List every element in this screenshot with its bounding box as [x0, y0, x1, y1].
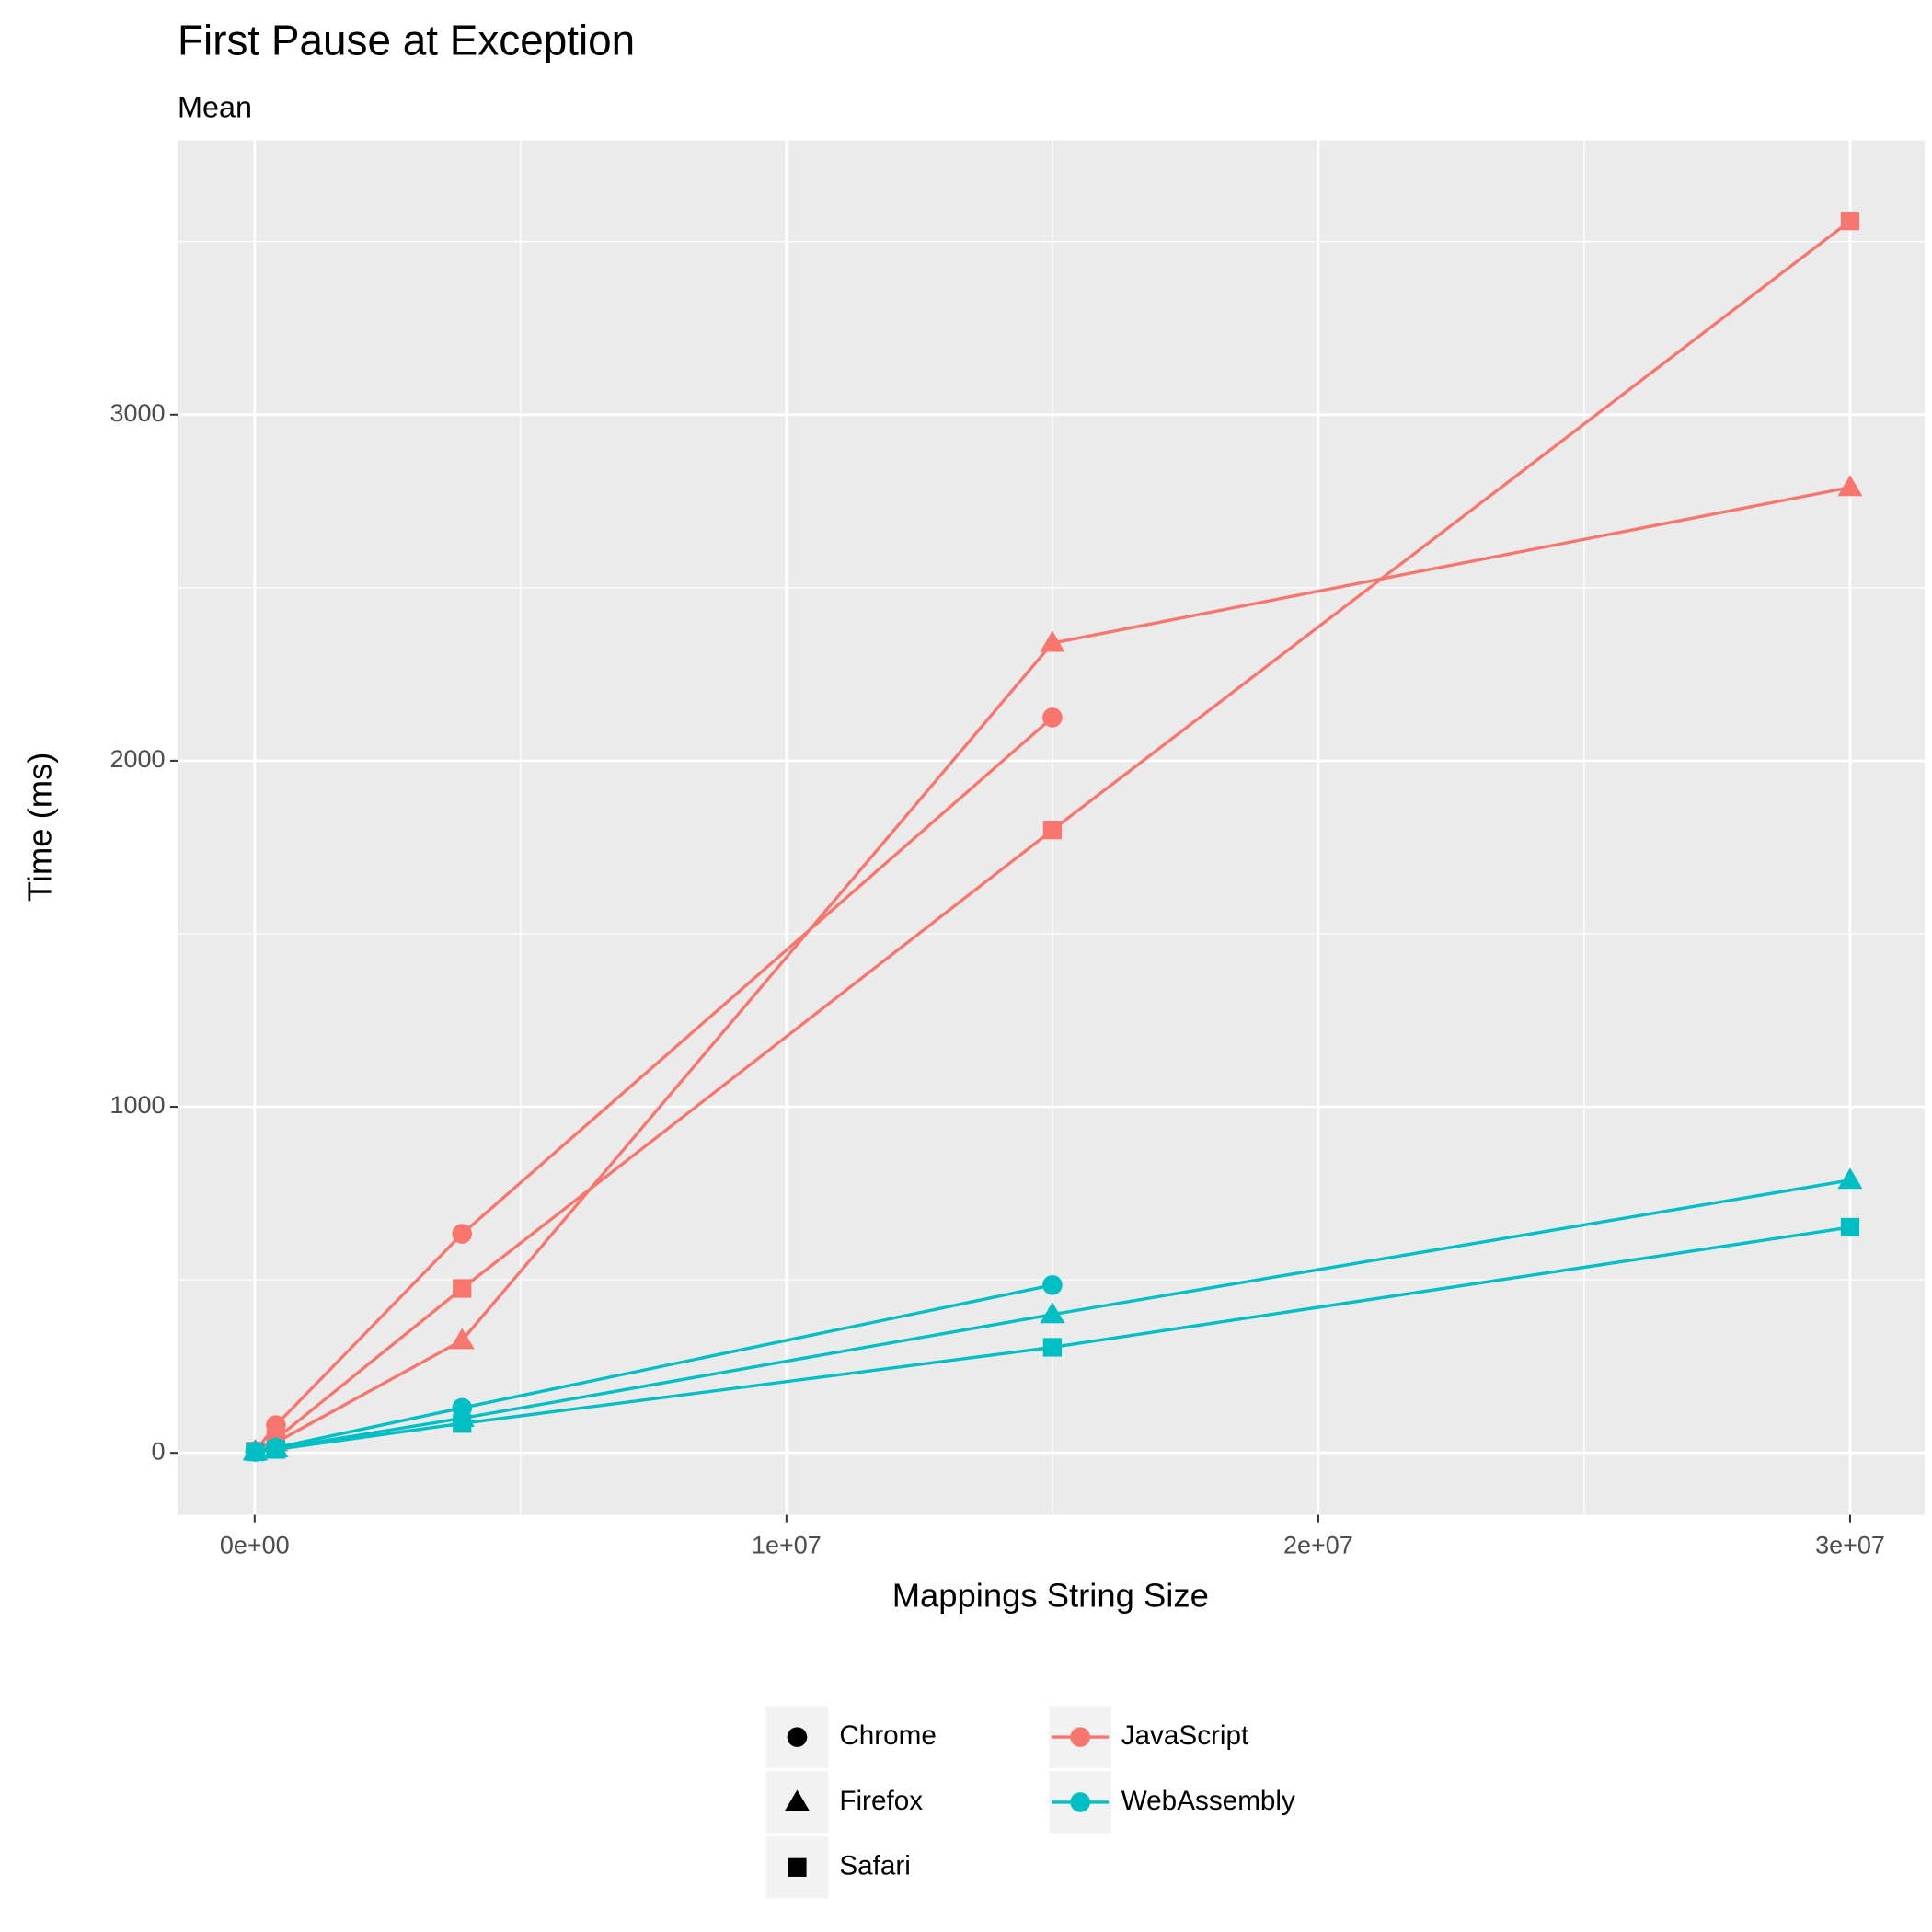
y-tick-label: 0 [151, 1437, 165, 1465]
legend-label: Chrome [839, 1720, 937, 1751]
legend-symbol [1070, 1792, 1090, 1812]
legend-label: Firefox [839, 1786, 923, 1816]
point [452, 1224, 473, 1244]
point [1042, 1338, 1063, 1357]
point [1042, 1274, 1063, 1295]
legend-symbol [788, 1857, 807, 1877]
legend-label: JavaScript [1121, 1720, 1249, 1751]
x-axis-title: Mappings String Size [892, 1577, 1209, 1615]
series-line [254, 716, 1054, 1453]
x-tick-label: 0e+00 [220, 1532, 290, 1559]
legend-label: Safari [839, 1851, 911, 1881]
chart-title: First Pause at Exception [178, 16, 635, 63]
y-axis-title: Time (ms) [21, 753, 59, 903]
point [1040, 630, 1065, 652]
legend-label: WebAssembly [1121, 1786, 1295, 1816]
point [1837, 475, 1863, 497]
y-tick-label: 3000 [109, 399, 165, 427]
point [1840, 1217, 1860, 1237]
point [1042, 821, 1063, 840]
y-tick-label: 1000 [109, 1091, 165, 1119]
point [1040, 1302, 1065, 1324]
point [246, 1442, 265, 1462]
point [453, 1279, 472, 1298]
legend-symbol [787, 1727, 808, 1747]
point [449, 1328, 475, 1350]
legend-symbol [1070, 1727, 1090, 1747]
x-tick-label: 3e+07 [1815, 1532, 1885, 1559]
point [453, 1414, 472, 1433]
point [1837, 1167, 1863, 1190]
x-tick-label: 1e+07 [752, 1532, 822, 1559]
y-tick-label: 2000 [109, 745, 165, 773]
x-tick-label: 2e+07 [1283, 1532, 1353, 1559]
point [1042, 707, 1063, 728]
legend-symbol [784, 1789, 810, 1811]
point [1840, 212, 1860, 231]
point [266, 1440, 286, 1459]
chart-subtitle: Mean [178, 90, 252, 123]
